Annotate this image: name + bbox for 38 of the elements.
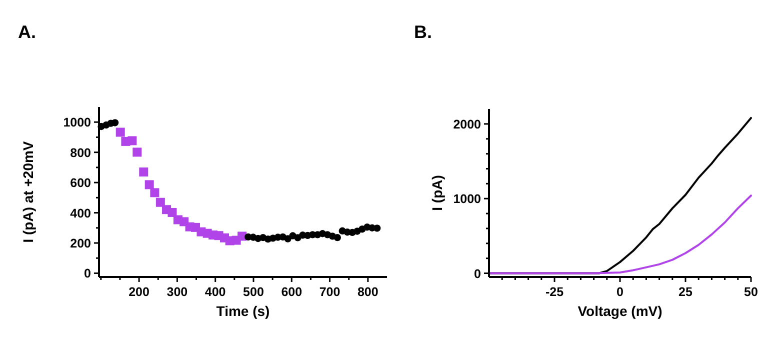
point [168, 208, 177, 217]
point [139, 167, 148, 176]
point [111, 119, 119, 126]
x-tick-label: 25 [678, 285, 692, 299]
x-tick-label: 600 [281, 285, 302, 299]
x-axis-title: Voltage (mV) [578, 303, 662, 319]
y-tick-label: 2000 [453, 117, 482, 132]
y-tick-label: 0 [84, 266, 92, 281]
x-tick-label: 300 [166, 285, 188, 299]
point [144, 180, 154, 190]
point [373, 224, 381, 232]
chart-title: A. [18, 22, 36, 42]
y-tick-label: 1000 [63, 116, 92, 130]
x-axis-title: Time (s) [216, 303, 270, 319]
y-tick-label: 200 [70, 236, 92, 250]
x-tick-label: 800 [357, 285, 378, 299]
y-tick-label: 0 [474, 266, 482, 281]
line-series [488, 194, 752, 274]
x-tick-label: 700 [319, 285, 340, 299]
y-tick-label: 400 [70, 206, 92, 220]
x-tick-label: -25 [545, 285, 564, 299]
y-tick-label: 1000 [453, 192, 482, 206]
x-tick-label: 200 [128, 285, 150, 299]
point [128, 136, 137, 146]
y-tick-label: 600 [70, 176, 92, 190]
point [116, 128, 125, 137]
chart-title: B. [414, 22, 432, 42]
point [156, 198, 165, 207]
x-tick-label: 50 [744, 285, 758, 299]
y-axis-title: I (pA) at +20mV [20, 140, 36, 243]
point [132, 148, 142, 157]
point [150, 188, 160, 198]
x-tick-label: 500 [243, 285, 264, 299]
y-axis-title: I (pA) [429, 175, 445, 211]
x-tick-label: 400 [204, 285, 226, 299]
y-tick-label: 800 [70, 146, 92, 160]
x-tick-label: 0 [616, 285, 624, 299]
point [334, 234, 342, 242]
